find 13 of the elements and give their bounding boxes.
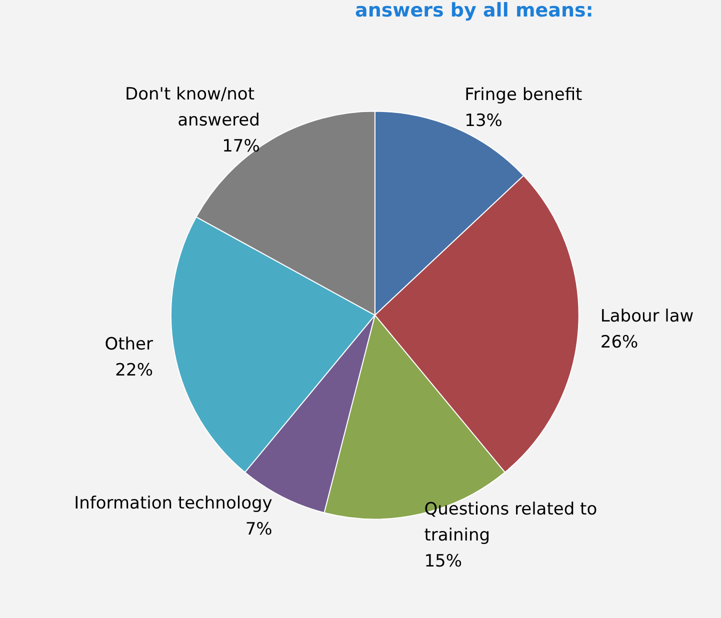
slice-label: Other xyxy=(104,334,153,355)
data-label: 7% xyxy=(245,519,272,540)
data-label: 15% xyxy=(424,552,462,572)
slice-label: Don't know/not answered xyxy=(125,84,260,131)
slice-label: Labour law xyxy=(600,306,694,326)
data-label: 26% xyxy=(600,332,638,352)
slice-label: Questions related to training xyxy=(424,500,603,546)
slice-label: Information technology xyxy=(74,493,272,514)
chart-title: answers by all means: xyxy=(355,0,594,22)
data-label: 22% xyxy=(115,360,153,381)
data-label: 13% xyxy=(464,110,502,131)
slice-label: Fringe benefit xyxy=(464,84,583,105)
data-label: 17% xyxy=(222,136,260,157)
